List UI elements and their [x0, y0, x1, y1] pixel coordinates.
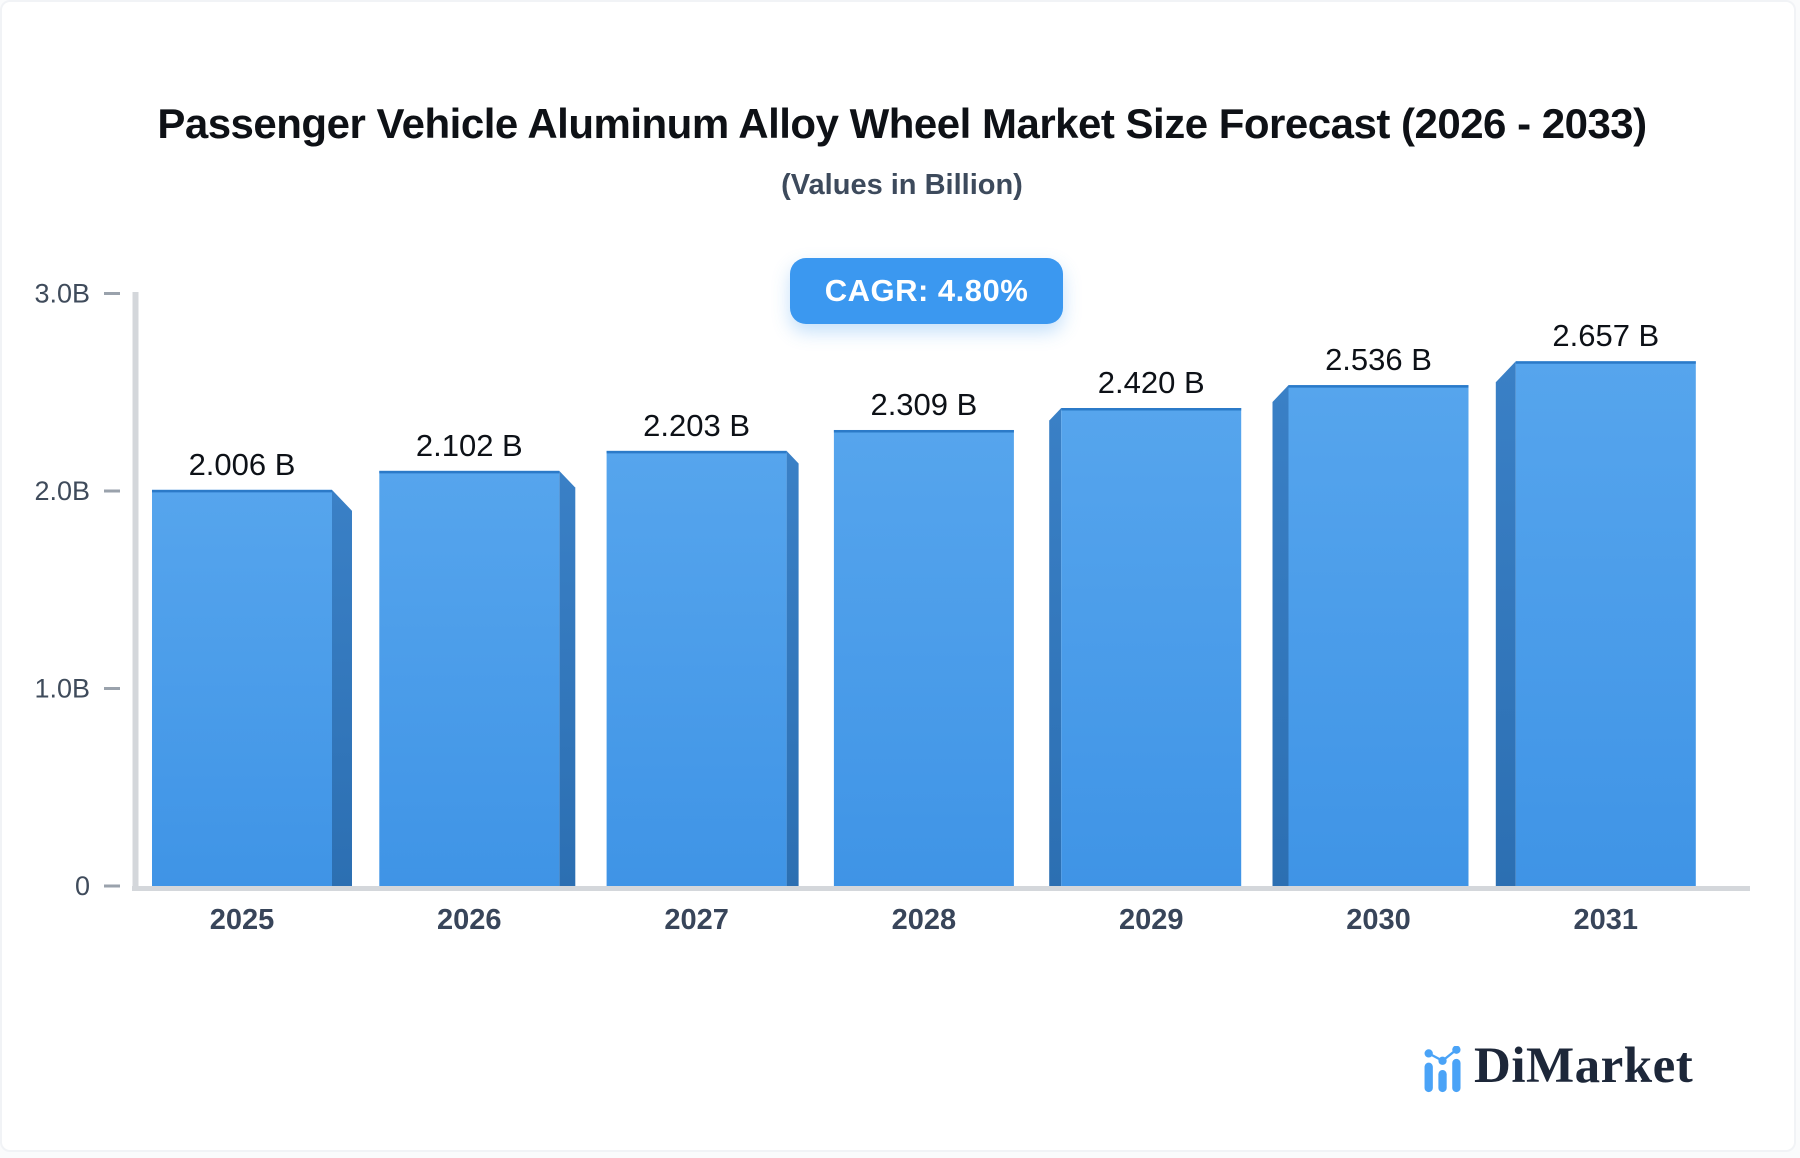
- bar-side-panel: [332, 489, 352, 886]
- x-axis-label: 2029: [1119, 904, 1184, 936]
- x-axis-label: 2030: [1346, 904, 1411, 936]
- bar-side-panel: [559, 470, 576, 886]
- bar-face: [1288, 385, 1469, 886]
- x-axis-label: 2028: [892, 904, 957, 936]
- logo-dot: [1438, 1056, 1447, 1065]
- bar-face: [606, 450, 787, 886]
- bar-face: [833, 429, 1014, 886]
- bar-side-panel: [1495, 361, 1516, 886]
- bar-value-label: 2.536 B: [1325, 342, 1432, 377]
- bar-2027: [606, 450, 799, 886]
- bar-value-label: 2.657 B: [1552, 318, 1659, 353]
- bar-value-label: 2.309 B: [870, 387, 977, 422]
- bar-face: [1515, 361, 1696, 886]
- chart-subtitle: (Values in Billion): [781, 169, 1023, 201]
- bar-2028: [833, 429, 1014, 886]
- y-axis-tick-label: 1.0B: [34, 674, 90, 704]
- chart-title: Passenger Vehicle Aluminum Alloy Wheel M…: [157, 100, 1647, 147]
- bar-2029: [1049, 408, 1242, 886]
- y-axis-tick-label: 0: [75, 871, 90, 901]
- dimarket-logo: DiMarket: [1422, 1038, 1712, 1102]
- bar-value-label: 2.102 B: [416, 428, 523, 463]
- bar-value-label: 2.006 B: [189, 447, 296, 482]
- cagr-badge: CAGR: 4.80%: [790, 258, 1063, 324]
- bar-2026: [379, 470, 576, 886]
- logo-bar: [1452, 1058, 1461, 1093]
- bar-face: [1061, 408, 1242, 886]
- logo-dot: [1452, 1046, 1461, 1054]
- bar-2030: [1272, 385, 1469, 886]
- y-axis-tick-label: 3.0B: [34, 279, 90, 309]
- bar-side-panel: [1049, 408, 1062, 886]
- x-axis-label: 2025: [210, 904, 275, 936]
- bar-side-panel: [786, 450, 799, 886]
- bar-2025: [152, 489, 352, 886]
- logo-dot: [1424, 1049, 1433, 1058]
- logo-bar: [1424, 1062, 1433, 1093]
- x-axis-label: 2031: [1574, 904, 1639, 936]
- bar-face: [152, 489, 332, 886]
- logo-text: DiMarket: [1474, 1038, 1694, 1094]
- bar-side-panel: [1272, 385, 1289, 886]
- mini-bar-chart-icon: [1424, 1046, 1461, 1093]
- bar-value-label: 2.420 B: [1098, 365, 1205, 400]
- logo-bar: [1438, 1070, 1447, 1093]
- bar-face: [379, 470, 560, 886]
- bar-value-label: 2.203 B: [643, 408, 750, 443]
- x-axis-label: 2026: [437, 904, 502, 936]
- y-axis-tick-label: 2.0B: [34, 476, 90, 506]
- x-axis-label: 2027: [664, 904, 729, 936]
- bar-2031: [1495, 361, 1696, 886]
